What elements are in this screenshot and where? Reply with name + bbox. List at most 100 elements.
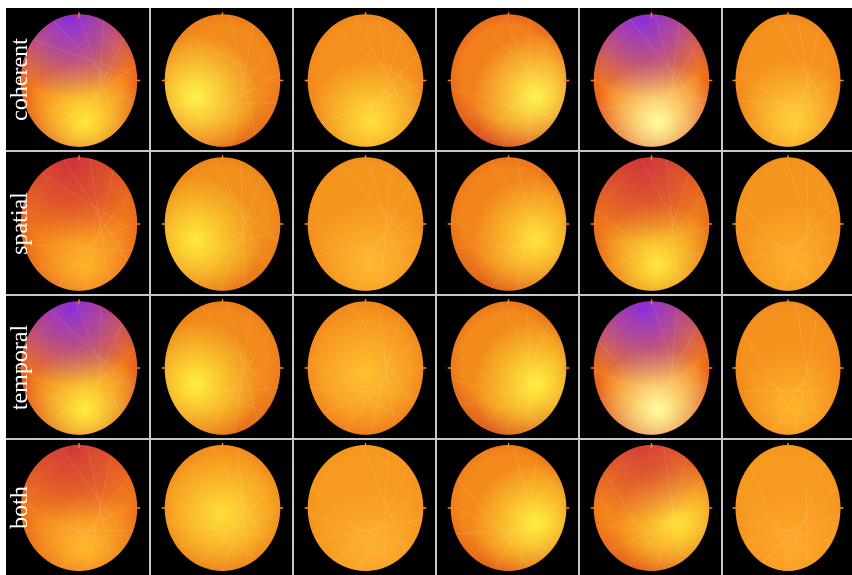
topomap-cell: [294, 152, 435, 294]
topomap-facet-line: [779, 157, 831, 285]
topomap-facet-line: [164, 361, 277, 419]
topomap-facet-line: [593, 97, 710, 111]
topomap-facet-line: [743, 453, 800, 571]
topomap-facet-line: [593, 331, 686, 435]
topomap-bright-region: [450, 157, 567, 291]
scalp-topomap: [304, 12, 427, 147]
topomap-facet-line: [27, 496, 138, 560]
row-label: temporal: [6, 324, 33, 410]
topomap-facet-line: [239, 157, 247, 291]
topomap-facet-line: [180, 159, 281, 251]
topomap-facet-line: [630, 30, 707, 147]
topomap-facet-line: [172, 66, 281, 137]
scalp-topomap: [447, 12, 570, 147]
scalp-topomap: [161, 12, 284, 147]
topomap-facet-line: [482, 157, 567, 269]
topomap-facet-line: [231, 301, 254, 435]
scalp-topomap: [590, 155, 713, 291]
topomap-facet-line: [307, 516, 424, 544]
topomap-facet-line: [185, 191, 281, 291]
topomap-facet-line: [596, 460, 673, 571]
topomap-facet-line: [30, 166, 138, 241]
topomap-facet-line: [56, 157, 136, 273]
topomap-cell: [151, 296, 292, 438]
topomap-facet-line: [87, 157, 112, 291]
topomap-facet-line: [739, 72, 841, 132]
grid-divider-horizontal: [6, 294, 852, 296]
topomap-facet-line: [486, 461, 564, 571]
scalp-topomap: [732, 299, 844, 435]
topomap-cell: [580, 9, 721, 150]
topomap-facet-line: [218, 447, 266, 571]
topomap-facet-line: [647, 159, 694, 291]
topomap-facet-line: [188, 473, 281, 571]
row-label: coherent: [6, 38, 33, 121]
topomap-grid: coherent spatial temporal both: [6, 8, 852, 575]
topomap-bright-region: [735, 157, 841, 291]
topomap-facet-line: [97, 301, 102, 435]
row-label: spatial: [6, 191, 33, 255]
topomap-facet-line: [517, 445, 541, 571]
grid-divider-vertical: [435, 8, 437, 575]
topomap-facet-line: [804, 445, 809, 571]
topomap-facet-line: [43, 14, 138, 116]
topomap-cell: [723, 152, 851, 294]
topomap-facet-line: [164, 486, 267, 567]
topomap-facet-line: [450, 376, 567, 407]
topomap-facet-line: [164, 520, 281, 541]
topomap-facet-line: [379, 157, 393, 291]
scalp-topomap: [590, 12, 713, 147]
topomap-facet-line: [352, 454, 416, 571]
topomap-cell: [151, 152, 292, 294]
topomap-bright-region: [450, 301, 567, 435]
scalp-topomap: [447, 155, 570, 291]
topomap-facet-line: [735, 355, 835, 424]
topomap-facet-line: [222, 301, 262, 435]
topomap-facet-line: [208, 157, 273, 281]
topomap-facet-line: [735, 481, 825, 570]
topomap-facet-line: [526, 301, 532, 435]
topomap-cell: [723, 296, 851, 438]
scalp-topomap: [161, 443, 284, 571]
topomap-facet-line: [332, 42, 424, 147]
topomap-bright-region: [164, 445, 281, 571]
topomap-facet-line: [377, 14, 394, 147]
grid-divider-horizontal: [6, 438, 852, 440]
topomap-facet-line: [450, 468, 538, 571]
topomap-facet-line: [593, 381, 710, 402]
topomap-facet-line: [735, 192, 823, 291]
topomap-facet-line: [735, 99, 841, 109]
topomap-facet-line: [35, 56, 138, 144]
topomap-facet-line: [214, 162, 268, 291]
topomap-facet-line: [348, 170, 418, 291]
row-label: both: [6, 485, 33, 529]
topomap-facet-line: [593, 524, 710, 537]
topomap-facet-line: [767, 14, 839, 129]
topomap-facet-line: [593, 365, 709, 416]
topomap-facet-line: [593, 202, 697, 286]
topomap-cell: [294, 440, 435, 574]
grid-divider-vertical: [149, 8, 151, 575]
grid-divider-vertical: [292, 8, 294, 575]
topomap-facet-line: [792, 301, 821, 435]
topomap-bright-region: [450, 445, 567, 571]
topomap-facet-line: [49, 182, 138, 291]
topomap-facet-line: [735, 514, 841, 545]
topomap-facet-line: [499, 307, 555, 435]
topomap-facet-line: [63, 26, 131, 147]
grid-divider-vertical: [578, 8, 580, 575]
topomap-facet-line: [73, 14, 124, 143]
scalp-topomap: [304, 443, 427, 571]
topomap-facet-line: [174, 350, 281, 427]
topomap-bright-region: [307, 157, 424, 291]
scalp-topomap: [17, 299, 141, 435]
scalp-topomap: [304, 299, 427, 435]
topomap-facet-line: [735, 390, 841, 393]
topomap-facet-line: [307, 386, 424, 397]
topomap-cell: [437, 152, 578, 294]
topomap-facet-line: [374, 301, 397, 435]
topomap-facet-line: [593, 74, 707, 131]
topomap-facet-line: [513, 157, 544, 291]
topomap-facet-line: [20, 91, 138, 116]
topomap-facet-line: [319, 19, 424, 102]
